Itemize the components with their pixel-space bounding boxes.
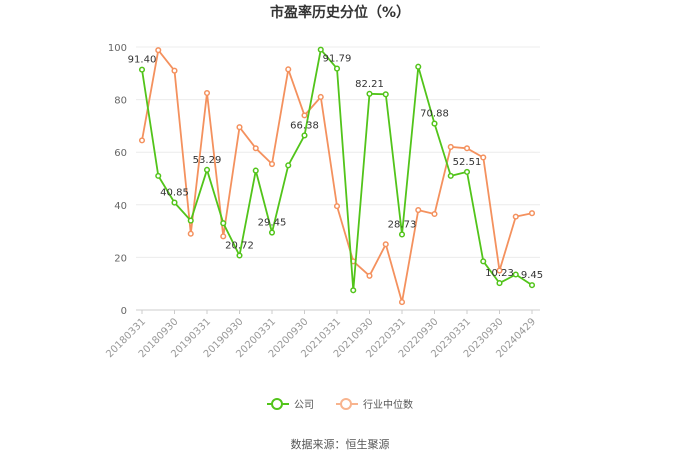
data-label: 82.21	[355, 79, 384, 90]
chart-title: 市盈率历史分位（%）	[269, 5, 411, 21]
data-label: 29.45	[258, 218, 287, 229]
data-point-industry-median	[528, 210, 536, 217]
data-point-company	[333, 65, 341, 72]
data-point-industry-median	[301, 112, 308, 119]
data-point-company	[415, 63, 422, 70]
legend-item-industry-median[interactable]: 行业中位数	[336, 396, 413, 411]
legend-item-company[interactable]: 公司	[267, 396, 314, 411]
data-point-industry-median	[398, 299, 406, 306]
data-point-industry-median	[268, 160, 276, 168]
data-point-industry-median	[382, 241, 389, 248]
legend: 公司 行业中位数	[0, 396, 680, 411]
data-point-company	[220, 220, 227, 227]
axes: 0204060801002018033120180930201903312019…	[104, 43, 540, 360]
data-point-industry-median	[447, 143, 454, 150]
data-point-industry-median	[415, 207, 422, 214]
data-point-company	[463, 168, 471, 175]
data-label: 91.79	[323, 54, 352, 65]
data-point-company	[382, 91, 389, 98]
data-labels: 91.40 40.85 53.29 20.72 29.45 66.38 91.79 82.21…	[128, 54, 543, 282]
data-point-industry-median	[155, 47, 162, 54]
data-point-industry-median	[236, 124, 243, 131]
data-source: 数据来源：恒生聚源	[290, 438, 390, 451]
data-point-company	[447, 172, 454, 179]
data-point-company	[236, 252, 243, 259]
data-point-industry-median	[480, 154, 487, 161]
data-point-company	[431, 120, 438, 127]
data-point-company	[512, 271, 519, 278]
data-point-company	[301, 132, 308, 139]
data-point-industry-median	[496, 267, 503, 274]
data-label: 28.73	[388, 219, 417, 230]
data-point-industry-median	[138, 137, 146, 144]
data-label: 53.29	[193, 155, 222, 166]
data-label: 52.51	[453, 157, 482, 168]
legend-swatch-company	[267, 397, 289, 410]
data-point-industry-median	[431, 210, 438, 218]
legend-label-industry-median: 行业中位数	[363, 400, 413, 411]
data-point-company	[155, 172, 162, 179]
data-point-company	[203, 166, 211, 173]
data-point-industry-median	[252, 145, 259, 152]
data-point-industry-median	[171, 67, 178, 74]
data-label: 10.23	[485, 268, 514, 279]
legend-label-company: 公司	[294, 400, 314, 411]
data-point-industry-median	[285, 66, 292, 73]
data-point-company	[138, 66, 146, 73]
data-point-company	[528, 282, 536, 289]
y-tick-label: 60	[114, 148, 127, 159]
data-point-industry-median	[333, 203, 341, 210]
data-point-company	[350, 287, 357, 294]
data-point-industry-median	[220, 233, 227, 240]
series-line-industry-median	[141, 49, 533, 304]
data-point-company	[252, 167, 259, 174]
data-label: 70.88	[420, 109, 449, 120]
data-point-company	[285, 162, 292, 169]
data-point-company	[268, 229, 276, 236]
data-point-company	[398, 231, 406, 238]
data-point-company	[171, 199, 178, 206]
data-point-company	[317, 46, 324, 53]
data-point-industry-median	[463, 145, 471, 152]
data-point-industry-median	[512, 213, 519, 220]
data-point-industry-median	[366, 272, 373, 279]
data-point-company	[187, 217, 194, 224]
data-point-company	[366, 90, 373, 97]
y-tick-label: 40	[114, 201, 127, 212]
series-layer	[138, 46, 536, 306]
data-point-company	[480, 258, 487, 265]
data-label: 20.72	[225, 241, 254, 252]
data-label: 9.45	[521, 270, 543, 281]
series-line-company	[141, 48, 533, 292]
data-point-industry-median	[317, 93, 324, 101]
y-tick-label: 0	[121, 306, 127, 317]
y-tick-label: 100	[108, 43, 127, 54]
data-label: 66.38	[290, 120, 319, 131]
y-tick-label: 80	[114, 96, 127, 107]
data-label: 91.40	[128, 55, 157, 66]
data-label: 40.85	[160, 188, 189, 199]
data-point-industry-median	[187, 230, 194, 237]
data-point-industry-median	[203, 89, 211, 97]
data-point-company	[496, 280, 503, 287]
legend-swatch-industry-median	[336, 397, 358, 410]
y-tick-label: 20	[114, 253, 127, 264]
